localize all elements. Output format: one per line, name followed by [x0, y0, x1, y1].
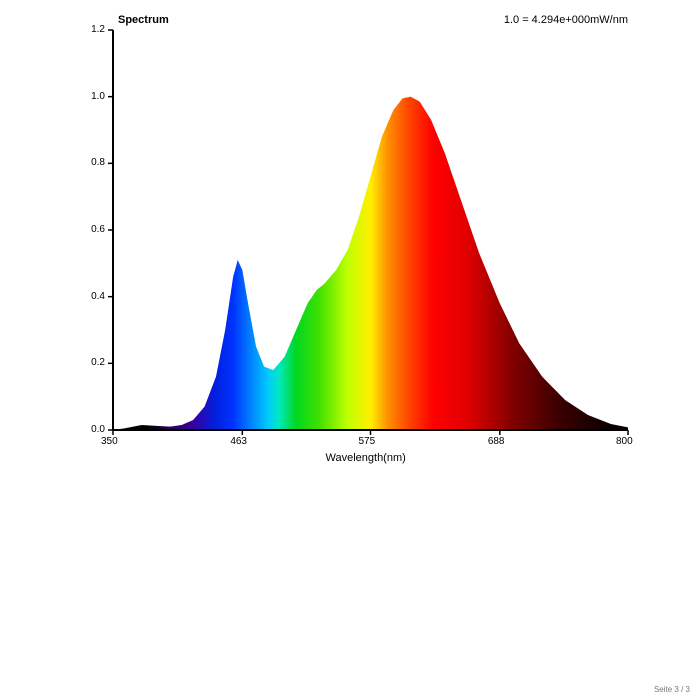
spectrum-area: [113, 97, 628, 430]
y-tick-label: 0.6: [91, 224, 105, 235]
page: Spectrum 1.0 = 4.294e+000mW/nm 0.0 0.2 0.4…: [0, 0, 700, 700]
x-axis-label: Wavelength(nm): [326, 452, 406, 464]
x-tick-label: 688: [488, 436, 505, 447]
y-tick-label: 0.2: [91, 357, 105, 368]
scale-note: 1.0 = 4.294e+000mW/nm: [504, 14, 628, 26]
x-tick-label: 575: [359, 436, 376, 447]
x-tick-label: 350: [101, 436, 118, 447]
x-tick-label: 463: [230, 436, 247, 447]
x-tick-label: 800: [616, 436, 633, 447]
spectrum-chart: [113, 30, 628, 430]
y-tick-label: 1.0: [91, 91, 105, 102]
y-tick-label: 1.2: [91, 24, 105, 35]
y-tick-label: 0.0: [91, 424, 105, 435]
y-tick-label: 0.4: [91, 291, 105, 302]
chart-title: Spectrum: [118, 14, 169, 26]
y-tick-label: 0.8: [91, 157, 105, 168]
page-footer: Seite 3 / 3: [654, 685, 690, 694]
